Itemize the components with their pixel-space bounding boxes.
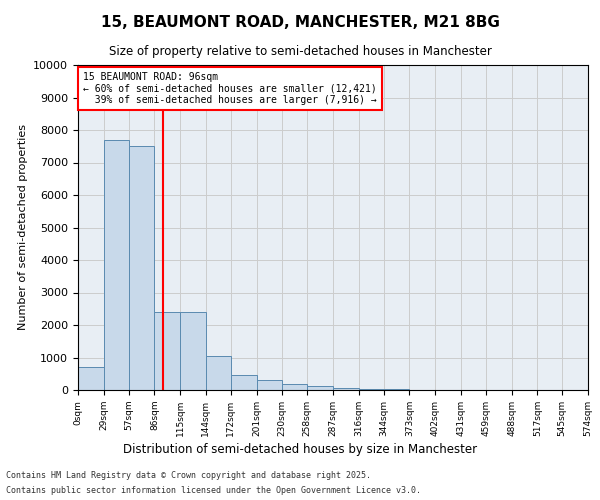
Y-axis label: Number of semi-detached properties: Number of semi-detached properties	[18, 124, 28, 330]
Bar	[359, 389, 383, 390]
Bar	[333, 388, 359, 390]
Bar	[78, 367, 104, 390]
Text: Size of property relative to semi-detached houses in Manchester: Size of property relative to semi-detach…	[109, 45, 491, 58]
Bar	[104, 140, 128, 390]
Bar	[231, 376, 257, 390]
Text: Contains HM Land Registry data © Crown copyright and database right 2025.: Contains HM Land Registry data © Crown c…	[6, 471, 371, 480]
Text: 15, BEAUMONT ROAD, MANCHESTER, M21 8BG: 15, BEAUMONT ROAD, MANCHESTER, M21 8BG	[101, 15, 499, 30]
Bar	[283, 384, 307, 390]
Text: Contains public sector information licensed under the Open Government Licence v3: Contains public sector information licen…	[6, 486, 421, 495]
Bar	[206, 356, 231, 390]
Bar	[257, 380, 283, 390]
Bar	[128, 146, 154, 390]
Text: Distribution of semi-detached houses by size in Manchester: Distribution of semi-detached houses by …	[123, 442, 477, 456]
Text: 15 BEAUMONT ROAD: 96sqm
← 60% of semi-detached houses are smaller (12,421)
  39%: 15 BEAUMONT ROAD: 96sqm ← 60% of semi-de…	[83, 72, 377, 104]
Bar	[307, 386, 333, 390]
Bar	[180, 312, 206, 390]
Bar	[154, 312, 180, 390]
